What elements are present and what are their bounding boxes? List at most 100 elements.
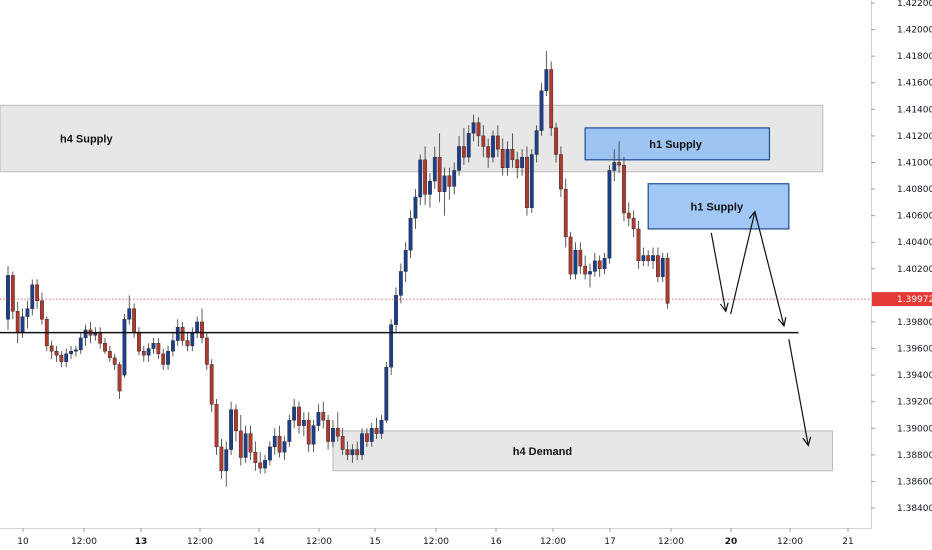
candle-body [103,343,107,352]
candle-body [491,135,495,158]
candle-body [321,412,326,421]
time-axis[interactable]: 10 12:00 13 12:00 14 12:00 15 12:00 16 12:00 17 12:… [17,528,854,547]
price-tick-label: 1.41000 [897,158,932,168]
candle-body [175,327,180,341]
candle-body [651,255,655,262]
candle-body [316,412,321,426]
time-tick-label: 12:00 [658,537,684,547]
price-tick-label: 1.40400 [897,238,932,248]
last-price-tag-text: 1.39972 [897,295,932,305]
price-tick-label: 1.39200 [897,398,932,408]
candle-body [529,154,534,208]
last-price-tag: 1.39972 [872,292,932,307]
price-axis[interactable]: 1.42200 1.42000 1.41800 1.41600 1.41400 1.412… [871,0,932,514]
candle-body [626,212,631,219]
zones-layer: h4 Supply h4 Demand h1 Supply h1 Supply [0,104,833,472]
candle-body [15,311,20,333]
price-tick-label: 1.38400 [897,504,932,514]
candle-body [287,420,292,442]
projection-arrow-head [719,302,729,313]
candle-body [539,90,544,131]
time-tick-label: 12:00 [71,537,97,547]
zone-label: h4 Supply [60,134,113,146]
candle-body [20,316,25,333]
candle-body [292,406,297,421]
candle-body [471,122,476,134]
candle-body [224,449,229,471]
candle-body [447,175,452,187]
candle-body [597,260,602,269]
candle-body [268,446,272,461]
price-tick-label: 1.39400 [897,371,932,381]
candle-body [432,156,437,182]
lines-layer [0,298,871,334]
candle-body [544,69,549,91]
candle-body [234,409,238,432]
candle-body [59,354,64,363]
candle-body [243,433,248,458]
candle-body [636,228,641,262]
candle-body [612,162,617,171]
candle-body [515,159,520,168]
price-tick-label: 1.41200 [897,132,932,142]
projection-arrow-line [788,339,809,446]
candle-body [132,308,136,333]
candle-body [476,122,481,137]
candle-body [335,428,340,437]
candle-body [40,300,44,320]
candle-body [297,406,301,426]
projection-arrow-line [730,211,756,315]
time-tick-label: 21 [842,537,853,547]
candle-body [486,146,491,158]
candle-body [656,255,660,277]
price-tick-label: 1.39800 [897,318,932,328]
candle-body [365,433,369,442]
candle-body [554,127,558,155]
candle-body [457,146,461,171]
candle-body [573,249,578,275]
candle-body [505,148,510,168]
candle-body [602,257,607,269]
time-tick-label: 17 [604,537,615,547]
price-tick-label: 1.40600 [897,212,932,222]
candle-body [117,364,122,392]
time-tick-label: 12:00 [777,537,803,547]
candle-body [549,69,554,129]
candle-body [622,164,626,214]
candle-body [107,350,112,359]
price-tick-label: 1.38600 [897,477,932,487]
candle-body [170,340,175,352]
candle-body [277,436,282,453]
candle-body [83,329,88,339]
candle-body [141,350,146,356]
price-tick-label: 1.41800 [897,52,932,62]
time-tick-label: 12:00 [187,537,213,547]
candle-body [195,321,200,333]
candle-body [462,146,466,158]
candle-body [258,462,263,469]
arrows-layer [710,210,812,447]
time-tick-label: 16 [490,537,502,547]
price-tick-label: 1.39000 [897,424,932,434]
candle-body [137,332,141,352]
candle-body [631,218,636,230]
candle-body [394,295,398,325]
time-tick-label: 12:00 [423,537,449,547]
candle-body [73,349,78,352]
candle-body [156,343,161,355]
candle-body [248,433,253,453]
candle-body [437,156,442,192]
candle-body [350,449,355,456]
price-tick-label: 1.41400 [897,105,932,115]
candle-body [578,249,583,267]
time-tick-label: 13 [135,537,148,547]
candle-body [418,159,423,198]
candle-body [282,441,287,453]
candle-body [583,265,588,275]
projection-arrow-head [777,316,787,328]
candle-body [166,350,170,365]
candles-layer [6,50,670,487]
candle-body [495,135,500,150]
candle-body [646,255,651,262]
